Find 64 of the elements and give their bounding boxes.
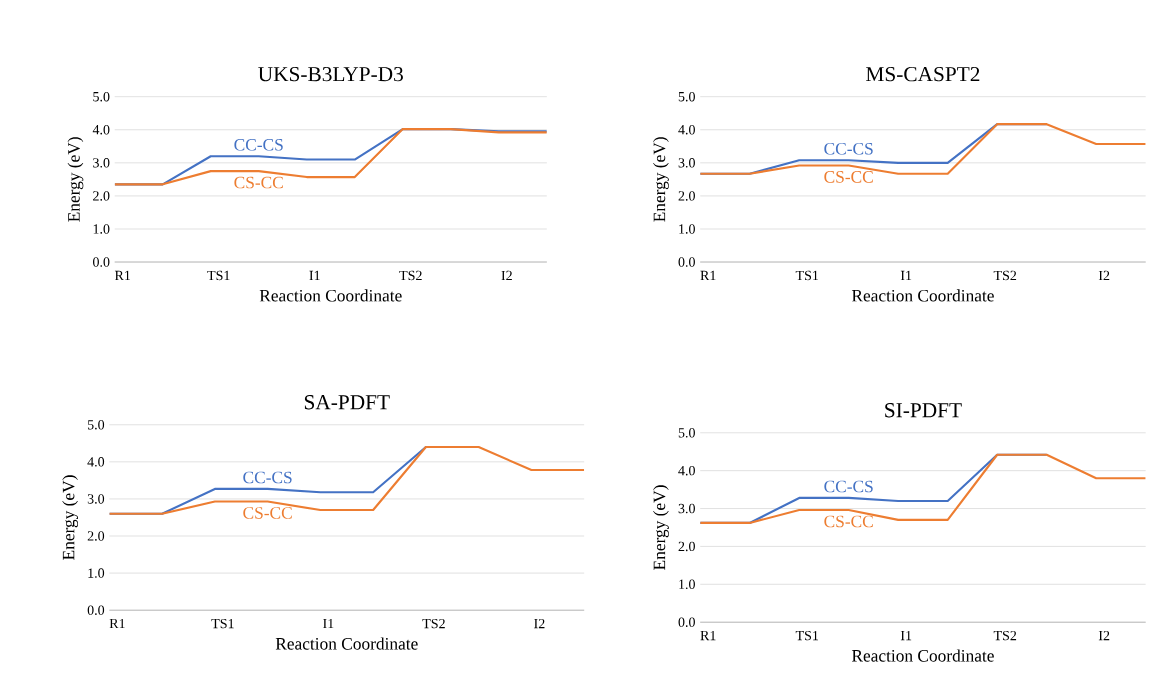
y-tick-label: 2.0 (87, 531, 105, 541)
y-tick-label: 4.0 (678, 124, 695, 135)
y-tick-label: 3.0 (87, 494, 105, 504)
y-tick-label: 1.0 (93, 224, 110, 234)
x-tick-label: I2 (534, 618, 545, 629)
chart-title: MS-CASPT2 (866, 66, 980, 82)
chart-title: SI-PDFT (885, 402, 962, 418)
x-axis-title: Reaction Coordinate (275, 637, 418, 650)
x-axis-title: Reaction Coordinate (851, 649, 994, 662)
series-label: CS-CC (824, 170, 873, 183)
y-tick-label: 5.0 (87, 419, 105, 430)
x-tick-label: TS1 (211, 618, 234, 629)
x-tick-label: TS1 (207, 270, 230, 281)
x-tick-label: TS2 (422, 618, 445, 629)
y-axis-title: Energy (eV) (653, 137, 669, 222)
y-tick-label: 0.0 (87, 605, 105, 615)
series-label: CS-CC (243, 507, 292, 519)
series-label: CC-CS (824, 142, 873, 155)
x-tick-label: R1 (114, 270, 131, 280)
y-tick-label: 5.0 (93, 91, 110, 102)
x-tick-label: I1 (900, 630, 912, 641)
y-tick-label: 4.0 (87, 457, 105, 467)
y-tick-label: 2.0 (678, 191, 695, 201)
chart-title: UKS-B3LYP-D3 (258, 66, 403, 82)
x-tick-label: I2 (501, 270, 512, 280)
y-tick-label: 4.0 (92, 124, 110, 135)
x-axis-title: Reaction Coordinate (851, 289, 994, 302)
x-tick-label: I2 (1098, 630, 1110, 641)
series-label: CS-CC (234, 176, 283, 189)
y-tick-label: 1.0 (88, 568, 105, 578)
x-tick-label: TS2 (993, 270, 1017, 281)
y-tick-label: 5.0 (678, 427, 695, 438)
x-tick-label: TS1 (795, 630, 819, 641)
x-tick-label: I2 (1098, 270, 1110, 280)
series-label: CC-CS (824, 480, 873, 493)
y-tick-label: 3.0 (678, 503, 695, 514)
y-tick-label: 3.0 (678, 158, 695, 168)
x-tick-label: I1 (900, 270, 912, 280)
x-tick-label: TS2 (993, 630, 1017, 641)
x-tick-label: R1 (700, 630, 716, 641)
y-tick-label: 1.0 (679, 224, 695, 234)
y-tick-label: 2.0 (93, 191, 110, 201)
series-label: CC-CS (234, 138, 283, 151)
x-tick-label: R1 (700, 270, 716, 280)
x-tick-label: R1 (109, 618, 125, 629)
x-tick-label: TS1 (795, 270, 819, 281)
x-tick-label: TS2 (399, 270, 422, 281)
series-label: CC-CS (243, 471, 292, 484)
x-tick-label: I1 (323, 618, 334, 629)
y-tick-label: 5.0 (678, 91, 695, 102)
chart-title: SA-PDFT (304, 394, 390, 410)
y-tick-label: 3.0 (93, 158, 110, 168)
x-tick-label: I1 (309, 270, 320, 280)
y-tick-label: 0.0 (93, 257, 110, 267)
y-tick-label: 2.0 (678, 541, 695, 552)
y-tick-label: 0.0 (678, 617, 695, 627)
y-axis-title: Energy (eV) (62, 475, 78, 560)
series-label: CS-CC (824, 515, 873, 528)
y-tick-label: 0.0 (678, 257, 695, 267)
x-axis-title: Reaction Coordinate (259, 289, 402, 302)
y-tick-label: 1.0 (679, 579, 695, 589)
y-axis-title: Energy (eV) (67, 137, 84, 222)
y-tick-label: 4.0 (678, 465, 695, 476)
y-axis-title: Energy (eV) (653, 485, 669, 570)
